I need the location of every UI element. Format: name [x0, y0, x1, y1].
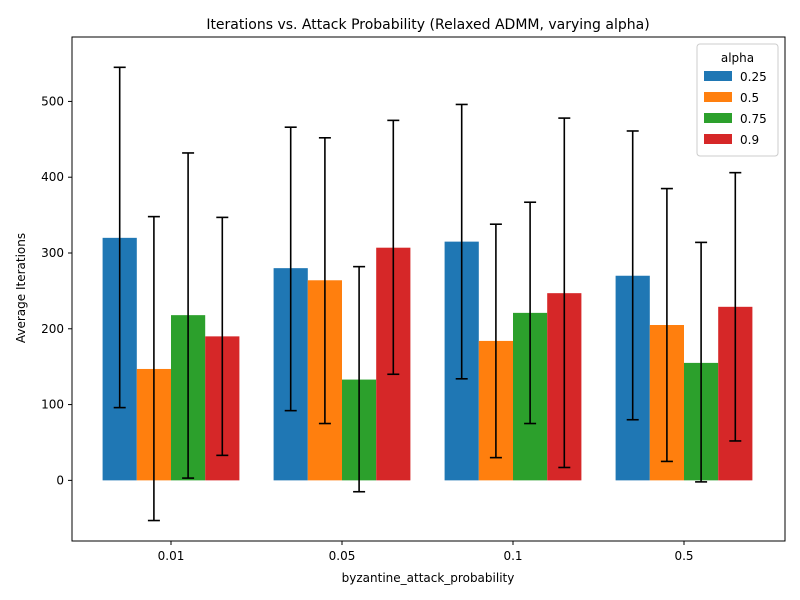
legend-label-0.9: 0.9 [740, 133, 759, 147]
y-tick-label: 400 [41, 170, 64, 184]
y-tick-label: 500 [41, 94, 64, 108]
legend-swatch-0.5 [704, 92, 732, 102]
legend-swatch-0.9 [704, 134, 732, 144]
error-bar-0.5-0.5 [660, 187, 673, 463]
error-bar-0.25-0.01 [113, 66, 126, 409]
plot-frame [71, 36, 786, 542]
error-bar-0.9-0.1 [558, 117, 571, 469]
error-bar-0.9-0.5 [729, 171, 742, 442]
chart-title: Iterations vs. Attack Probability (Relax… [206, 17, 649, 33]
y-tick-label: 300 [41, 246, 64, 260]
error-bar-0.5-0.05 [318, 137, 331, 425]
x-axis-title: byzantine_attack_probability [342, 571, 515, 585]
error-bar-0.5-0.01 [147, 215, 160, 522]
error-bar-0.25-0.1 [455, 103, 468, 380]
y-tick-label: 0 [56, 473, 64, 487]
error-bar-0.75-0.5 [695, 241, 708, 483]
x-tick-label: 0.5 [674, 549, 693, 563]
legend-label-0.75: 0.75 [740, 112, 767, 126]
legend: alpha 0.25 0.5 0.75 0.9 [696, 43, 779, 157]
legend-label-0.25: 0.25 [740, 70, 767, 84]
error-bar-0.9-0.01 [216, 216, 229, 457]
error-bar-0.75-0.1 [524, 201, 537, 425]
error-bar-0.25-0.5 [626, 130, 639, 421]
x-tick-label: 0.01 [158, 549, 185, 563]
error-bar-0.25-0.05 [284, 126, 297, 412]
y-tick-label: 200 [41, 322, 64, 336]
x-tick-label: 0.05 [329, 549, 356, 563]
error-bar-0.9-0.05 [387, 119, 400, 376]
legend-label-0.5: 0.5 [740, 91, 759, 105]
y-tick-label: 100 [41, 398, 64, 412]
error-bar-0.5-0.1 [489, 223, 502, 459]
legend-swatch-0.25 [704, 71, 732, 81]
error-bar-0.75-0.01 [182, 152, 195, 479]
error-bar-0.75-0.05 [353, 265, 366, 493]
x-tick-label: 0.1 [503, 549, 522, 563]
legend-swatch-0.75 [704, 113, 732, 123]
y-axis-title: Average Iterations [14, 233, 28, 343]
legend-title: alpha [721, 51, 754, 65]
plot-area: 0 100 200 300 400 500 0.01 0.05 0.1 0.5 [41, 36, 786, 563]
